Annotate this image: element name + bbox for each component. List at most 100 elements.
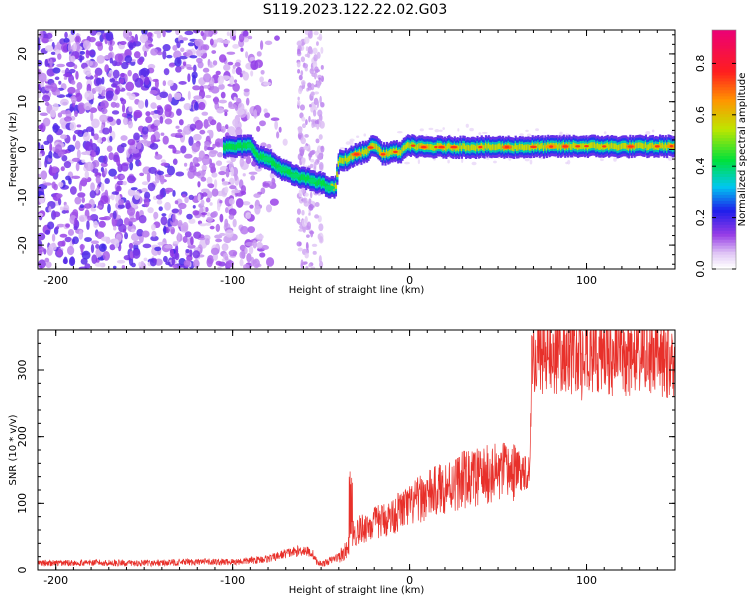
spectrogram-cell — [142, 166, 152, 175]
spectrogram-cell — [377, 145, 380, 152]
spectrogram-cell — [270, 117, 280, 122]
spectrogram-cell — [434, 145, 439, 149]
spectrogram-cell — [316, 145, 322, 154]
spectrogram-cell — [45, 229, 51, 235]
spectrogram-cell — [461, 158, 464, 164]
spectrogram-cell — [197, 181, 201, 188]
spectrogram-cell — [231, 189, 241, 194]
spectrogram-cell — [645, 130, 651, 135]
spectrogram-cell — [207, 183, 212, 188]
spectrogram-cell — [134, 190, 141, 200]
spectrogram-cell — [79, 50, 86, 55]
spectrogram-cell — [228, 214, 235, 220]
spectrogram-cell — [67, 86, 76, 94]
spectrogram-cell — [490, 144, 493, 151]
spectrogram-cell — [193, 95, 202, 100]
spectrogram-cell — [252, 147, 255, 154]
spectrogram-cell — [264, 40, 273, 46]
spectrogram-cell — [145, 111, 151, 117]
spectrogram-cell — [163, 68, 170, 76]
y-tick-label: 10 — [16, 95, 29, 109]
spectrogram-cell — [235, 126, 243, 137]
spectrogram-cell — [179, 40, 184, 44]
spectrogram-cell — [189, 55, 198, 59]
colorbar-cell — [712, 263, 736, 267]
spectrogram-cell — [306, 221, 312, 230]
spectrogram-cell — [41, 37, 49, 44]
spectrogram-cell — [308, 203, 314, 211]
spectrogram-cell — [467, 145, 471, 151]
spectrogram-cell — [175, 125, 180, 129]
spectrogram-cell — [86, 220, 90, 231]
spectrogram-cell — [340, 157, 343, 164]
colorbar-cell — [712, 83, 736, 88]
spectrogram-cell — [316, 36, 322, 40]
spectrogram-cell — [297, 100, 301, 106]
spectrogram-cell — [494, 144, 497, 151]
spectrogram-cell — [222, 144, 226, 151]
spectrogram-cell — [297, 40, 302, 44]
spectrogram-cell — [232, 83, 240, 92]
spectrogram-cell — [155, 194, 164, 200]
spectrogram-cell — [91, 118, 100, 129]
spectrogram-cell — [44, 159, 48, 168]
spectrogram-cell — [192, 259, 200, 269]
spectrogram-cell — [457, 128, 460, 132]
spectrogram-cell — [380, 148, 383, 155]
spectrogram-cell — [457, 145, 461, 152]
spectrogram-cell — [128, 217, 137, 223]
spectrogram-cell — [44, 257, 50, 263]
spectrogram-cell — [83, 67, 91, 76]
spectrogram-cell — [276, 131, 280, 139]
spectrogram-cell — [236, 108, 245, 116]
spectrogram-cell — [617, 144, 621, 151]
spectrogram-cell — [240, 226, 249, 235]
spectrogram-cell — [166, 54, 173, 59]
spectrogram-cell — [301, 209, 305, 216]
spectrogram-cell — [562, 145, 568, 148]
spectrogram-cell — [404, 161, 410, 165]
spectrogram-cell — [84, 141, 93, 152]
spectrogram-cell — [67, 229, 75, 236]
spectrogram-cell — [114, 53, 124, 62]
spectrogram-cell — [218, 170, 227, 176]
spectrogram-cell — [194, 119, 204, 130]
spectrogram-cell — [83, 203, 92, 209]
spectrogram-cell — [79, 244, 85, 250]
spectrogram-cell — [79, 179, 88, 187]
spectrogram-cell — [253, 193, 261, 198]
spectrogram-cell — [309, 48, 314, 55]
spectrogram-cell — [521, 143, 524, 150]
spectrogram-cell — [224, 111, 228, 117]
spectrogram-cell — [63, 73, 73, 78]
spectrogram-cell — [149, 90, 158, 95]
spectrogram-cell — [110, 192, 115, 201]
spectrogram-cell — [302, 124, 306, 128]
spectrogram-cell — [210, 86, 220, 94]
spectrogram-cell — [50, 51, 56, 56]
spectrogram-cell — [405, 143, 408, 149]
spectrogram-cell — [108, 152, 115, 161]
spectrogram-cell — [81, 159, 86, 163]
spectrogram-cell — [74, 140, 81, 150]
spectrogram-cell — [313, 31, 319, 36]
spectrogram-cell — [337, 160, 340, 167]
spectrogram-cell — [407, 142, 410, 148]
spectrogram-cell — [300, 137, 306, 145]
spectrogram-cell — [201, 111, 209, 116]
spectrogram-cell — [106, 145, 113, 152]
spectrogram-cell — [542, 145, 546, 151]
colorbar-cell — [712, 158, 736, 163]
spectrogram-cell — [175, 65, 182, 73]
spectrogram-cell — [312, 109, 317, 117]
spectrogram-cell — [123, 217, 130, 226]
spectrogram-cell — [500, 144, 503, 151]
spectrogram-cell — [186, 213, 193, 220]
colorbar-cell — [712, 194, 736, 198]
spectrogram-cell — [234, 62, 241, 67]
spectrogram-cell — [591, 142, 594, 148]
spectrogram-cell — [347, 156, 350, 162]
spectrogram-cell — [182, 61, 187, 66]
spectrogram-cell — [89, 107, 98, 113]
